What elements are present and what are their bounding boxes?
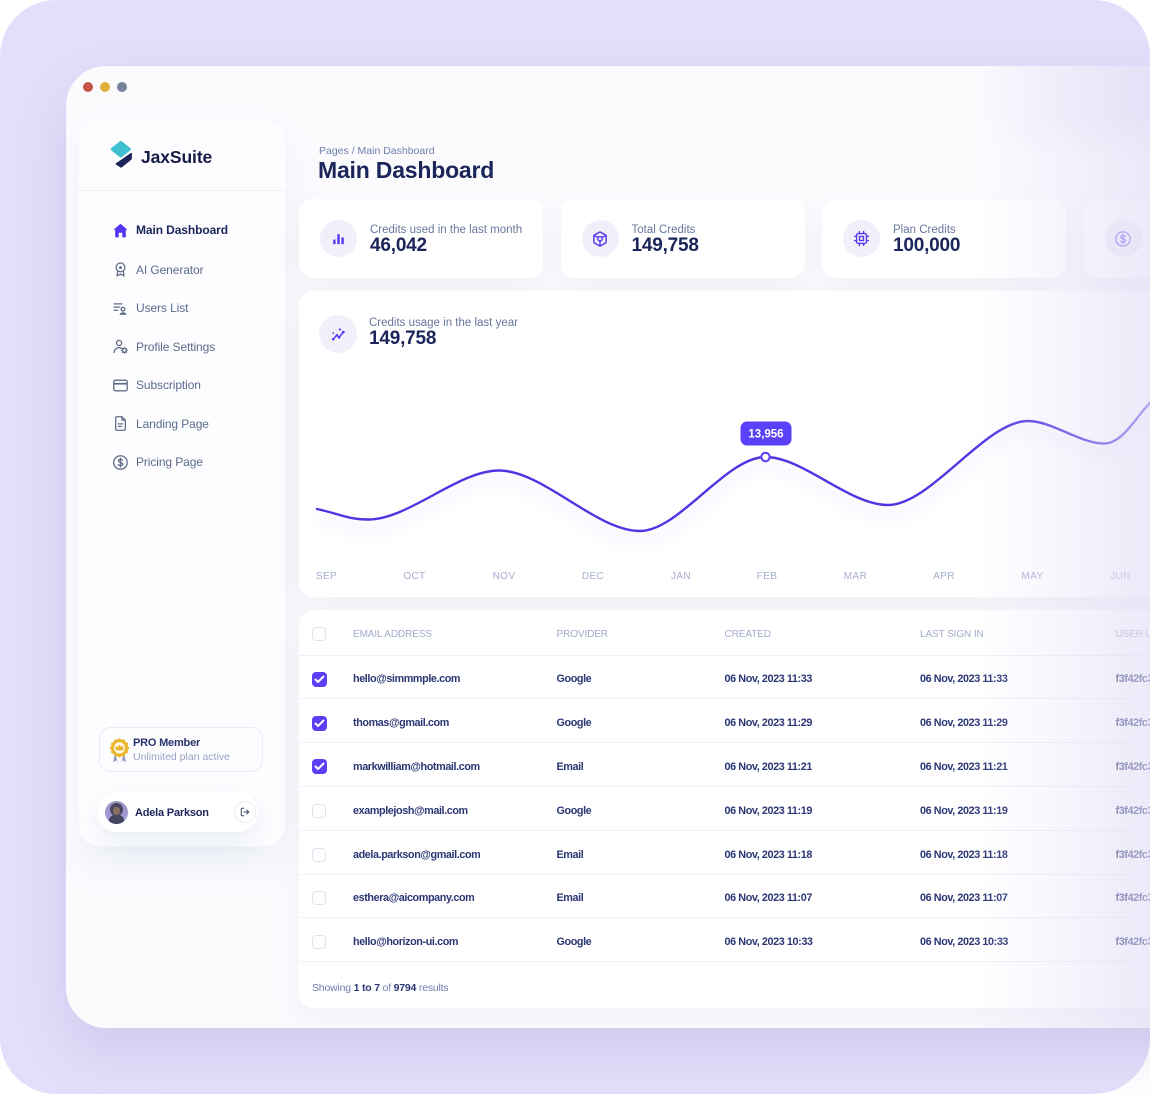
svg-text:13,956: 13,956	[748, 429, 783, 441]
